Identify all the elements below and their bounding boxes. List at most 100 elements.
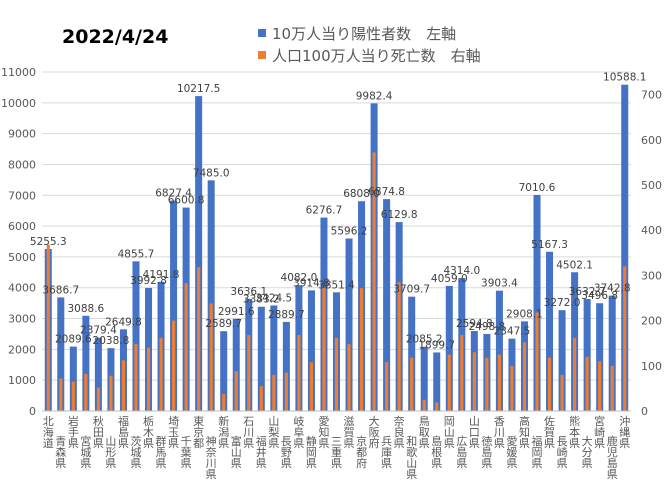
bar-positive (583, 299, 591, 411)
x-tick-label: 長野県 (281, 435, 292, 470)
data-label-positive: 2991.6 (218, 306, 255, 318)
bar-deaths (284, 372, 288, 411)
bar-positive (220, 331, 228, 411)
bar-deaths (222, 393, 226, 411)
bar-deaths (460, 335, 464, 411)
y-left-tick-label: 0 (29, 405, 36, 418)
bar-deaths (610, 365, 614, 411)
x-tick-label: 岩手県 (68, 414, 79, 450)
x-tick-label: 宮城県 (80, 434, 91, 470)
bar-positive (282, 321, 290, 411)
x-tick-label: 福井県 (256, 434, 267, 470)
bar-deaths (209, 303, 213, 411)
x-tick-label: 大阪府 (369, 414, 380, 450)
bar-deaths (422, 399, 426, 411)
x-tick-label: 高知県 (519, 414, 530, 450)
bar-deaths (535, 312, 539, 411)
x-tick-label: 福岡県 (532, 434, 543, 470)
x-tick-label: 奈良県 (394, 414, 405, 450)
bar-deaths (623, 266, 627, 411)
data-label-positive: 9982.4 (356, 90, 393, 102)
bar-deaths (522, 342, 527, 411)
bar-positive (232, 318, 240, 411)
bar-positive (608, 295, 616, 411)
data-label-positive: 6600.8 (168, 195, 205, 207)
y-right-tick-label: 600 (641, 134, 662, 147)
bar-deaths (510, 365, 514, 411)
data-label-positive: 5255.3 (30, 236, 67, 248)
data-label-positive: 4314.0 (443, 265, 480, 277)
data-label-positive: 6874.8 (368, 186, 405, 198)
x-tick-label: 茨城県 (130, 434, 141, 470)
x-tick-label: 広島県 (456, 435, 467, 470)
data-label-positive: 2089.6 (55, 334, 92, 346)
bar-deaths (435, 402, 439, 411)
bar-deaths (573, 337, 577, 411)
data-label-positive: 6129.8 (381, 209, 418, 221)
data-label-positive: 1899.7 (418, 339, 455, 351)
bar-deaths (172, 320, 176, 411)
bar-deaths (297, 335, 301, 411)
bar-deaths (397, 282, 401, 411)
bar-deaths (71, 381, 75, 411)
data-label-positive: 2889.7 (268, 309, 305, 321)
y-right-tick-label: 0 (641, 405, 648, 418)
bar-deaths (410, 357, 414, 411)
bar-positive (57, 297, 65, 411)
data-label-positive: 2085.2 (406, 334, 443, 346)
x-tick-label: 長崎県 (557, 435, 568, 470)
data-label-positive: 4191.8 (143, 269, 180, 281)
y-left-tick-label: 5000 (8, 251, 36, 264)
bar-positive (207, 180, 215, 411)
bar-positive (495, 290, 503, 411)
x-tick-label: 東京都 (193, 415, 204, 450)
bar-deaths (347, 344, 351, 411)
x-tick-label: 北海道 (43, 415, 54, 450)
bar-deaths (322, 288, 326, 411)
bar-deaths (184, 283, 188, 411)
x-tick-label: 青森県 (55, 435, 66, 470)
data-label-positive: 3742.8 (594, 283, 631, 295)
bar-positive (345, 238, 353, 411)
data-label-positive: 7010.6 (519, 182, 556, 194)
bar-positive (596, 303, 604, 411)
x-tick-label: 岡山県 (444, 415, 455, 450)
legend-swatch-deaths (258, 51, 266, 59)
x-tick-label: 石川県 (243, 415, 254, 450)
bar-positive (621, 84, 629, 412)
x-tick-label: 島根県 (431, 434, 442, 470)
x-tick-label: 香川県 (494, 415, 505, 450)
bar-deaths (46, 244, 50, 411)
bar-deaths (134, 344, 138, 411)
y-right-tick-label: 200 (641, 315, 662, 328)
x-tick-label: 愛媛県 (506, 435, 517, 470)
y-left-tick-label: 6000 (8, 220, 36, 233)
y-left-tick-label: 3000 (8, 313, 36, 326)
x-tick-label: 栃木県 (143, 414, 154, 450)
x-tick-label: 京都府 (356, 434, 367, 470)
data-label-positive: 2498.8 (469, 321, 506, 333)
bar-positive (257, 306, 265, 411)
x-tick-label: 滋賀県 (344, 415, 355, 450)
y-left-tick-label: 10000 (1, 97, 36, 110)
y-left-tick-label: 9000 (8, 128, 36, 141)
x-tick-label: 大分県 (582, 434, 593, 470)
bar-deaths (59, 378, 63, 411)
bar-deaths (447, 354, 451, 411)
x-tick-label: 三重県 (331, 435, 342, 470)
x-tick-label: 山形県 (105, 435, 116, 470)
bar-positive (558, 310, 566, 411)
bar-positive (82, 315, 90, 411)
x-tick-label: 熊本県 (569, 414, 580, 450)
legend-label-deaths: 人口100万人当り死亡数 右軸 (272, 46, 481, 65)
bar-deaths (159, 337, 163, 411)
x-tick-label: 千葉県 (181, 435, 192, 470)
x-tick-label: 群馬県 (156, 434, 167, 470)
bar-deaths (96, 387, 100, 411)
bar-positive (433, 352, 441, 411)
bar-deaths (334, 337, 339, 411)
bar-deaths (560, 374, 564, 411)
data-label-positive: 3632.7 (569, 286, 606, 298)
data-label-positive: 2347.5 (494, 326, 531, 338)
